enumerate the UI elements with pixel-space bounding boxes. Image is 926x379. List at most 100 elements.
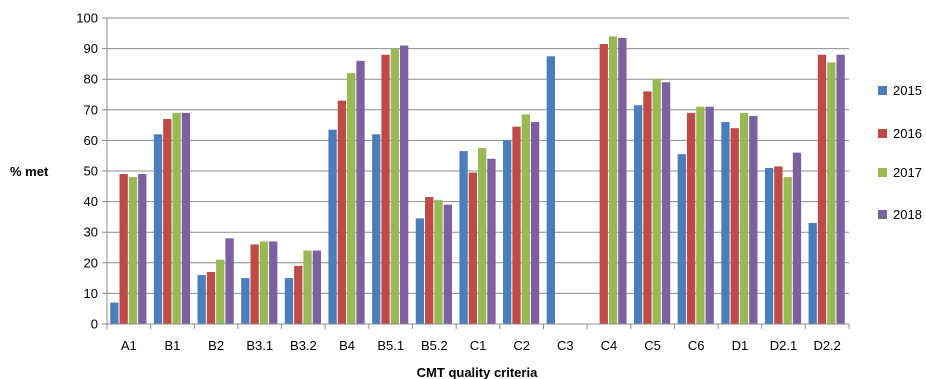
x-tick-label: D2.2 [813,338,840,353]
bar-B4-2015 [328,129,337,324]
bar-B5.1-2015 [372,134,381,324]
bar-B1-2015 [153,134,163,324]
y-tick-label: 0 [91,317,98,332]
bar-B2-2017 [216,259,225,324]
y-tick-label: 70 [84,102,98,117]
y-tick-labels: 0 10 20 30 40 50 60 70 80 90 100 [76,11,98,332]
bar-B3.2-2017 [303,250,312,324]
bar-C3-2015 [546,56,555,324]
bar-B1-2016 [163,118,172,324]
x-tick-label: D2.1 [770,338,797,353]
bar-C6-2015 [677,154,686,324]
bar-D2.1-2015 [764,167,774,324]
y-tick-label: 90 [84,41,98,56]
bar-B5.2-2015 [415,218,425,324]
bar-C5-2018 [661,82,671,324]
legend-swatch-2016 [878,129,887,138]
bar-B1-2017 [172,112,181,324]
y-tick-label: 50 [84,164,98,179]
bar-C5-2016 [643,91,652,324]
bar-B2-2018 [225,238,234,324]
bar-C1-2018 [487,158,496,324]
legend-label: 2016 [893,126,922,141]
y-tick-label: 30 [84,225,98,240]
bar-B5.1-2016 [381,54,390,324]
bar-B3.1-2017 [259,241,269,324]
y-tick-label: 80 [84,72,98,87]
y-tick-label: 40 [84,194,98,209]
bar-D2.1-2018 [792,152,802,324]
bar-C4-2016 [599,44,608,324]
bar-B3.2-2015 [284,278,294,324]
bar-B5.2-2018 [443,204,452,324]
bar-C1-2015 [459,151,468,324]
y-axis-title: % met [10,164,49,179]
x-tick-labels: A1 B1 B2 B3.1 B3.2 B4 B5.1 B5.2 C1 C2 C3 C4 C5 C6 D1 D2… [121,338,841,353]
x-tick-label: A1 [121,338,137,353]
x-tick-label: C4 [601,338,618,353]
x-tick-label: D1 [732,338,749,353]
legend-label: 2015 [893,83,922,98]
bar-D2.2-2017 [827,62,836,325]
bar-D2.1-2016 [774,166,783,324]
bar-B5.1-2018 [400,45,409,324]
bar-C4-2017 [608,36,618,325]
bar-B3.1-2016 [250,244,259,324]
bar-A1-2016 [119,174,128,324]
x-tick-label: B5.1 [377,338,404,353]
legend-swatch-2018 [878,210,887,219]
bar-C2-2016 [512,126,521,324]
bar-B5.2-2017 [434,200,443,324]
x-tick-label: C2 [513,338,530,353]
bar-D1-2018 [749,115,758,324]
bar-C1-2016 [468,172,477,324]
legend: 2015 2016 2017 2018 [878,83,922,222]
y-tick-label: 20 [84,255,98,270]
bar-B2-2015 [197,275,206,324]
bar-D1-2015 [721,122,730,324]
x-tick-label: B3.2 [290,338,317,353]
bar-C1-2017 [478,148,487,324]
bar-D1-2017 [739,112,749,324]
bar-B3.2-2016 [294,265,303,324]
axes [106,18,850,329]
x-tick-label: B5.2 [421,338,448,353]
x-tick-label: B1 [165,338,181,353]
bar-A1-2017 [128,177,138,324]
bar-C6-2018 [705,106,714,325]
bar-B5.2-2016 [425,197,434,324]
bar-D2.1-2017 [783,177,792,324]
bar-D2.2-2015 [808,223,817,324]
bar-B3.1-2018 [269,241,278,324]
bar-C5-2015 [633,105,643,325]
x-tick-label: B4 [339,338,355,353]
legend-label: 2018 [893,207,922,222]
legend-label: 2017 [893,165,922,180]
x-tick-label: C3 [557,338,574,353]
bar-B4-2017 [347,73,356,324]
bar-B5.1-2017 [390,48,400,324]
bar-A1-2018 [138,174,147,324]
bar-C2-2015 [503,140,512,324]
bar-B4-2018 [356,60,365,325]
bar-D2.2-2016 [817,54,827,324]
bar-B3.1-2015 [241,278,250,324]
bar-C6-2017 [696,106,705,325]
legend-swatch-2017 [878,168,887,177]
bar-C2-2017 [521,114,530,324]
bar-B3.2-2018 [312,250,322,324]
bar-D2.2-2018 [836,54,845,324]
bar-B4-2016 [337,100,347,325]
x-tick-label: B3.1 [246,338,273,353]
bar-C4-2018 [618,37,627,324]
x-tick-label: C1 [470,338,487,353]
bar-C6-2016 [686,112,696,324]
y-tick-label: 60 [84,133,98,148]
x-tick-label: C6 [688,338,705,353]
x-axis-title: CMT quality criteria [417,365,538,379]
bar-C2-2018 [530,122,540,324]
x-tick-label: C5 [644,338,661,353]
legend-swatch-2015 [878,86,887,95]
bar-C5-2017 [652,79,661,324]
bar-B1-2018 [181,112,191,324]
